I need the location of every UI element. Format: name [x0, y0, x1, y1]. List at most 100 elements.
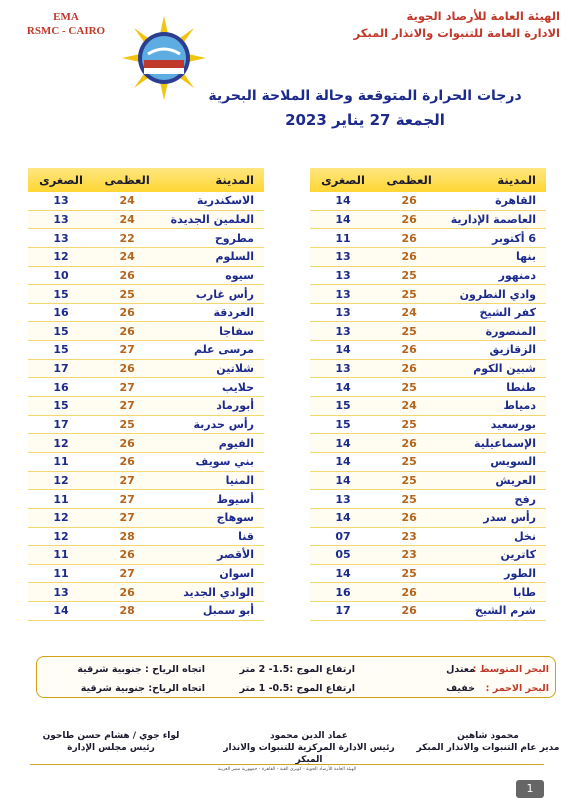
signatory-title: رئيس مجلس الإدارة: [67, 743, 155, 753]
table-row: سفاجا 26 15: [28, 322, 264, 342]
table-row: رفح 25 13: [310, 490, 546, 509]
min-temp-cell: 13: [335, 250, 351, 264]
max-temp-cell: 25: [401, 287, 417, 301]
max-temp-cell: 25: [401, 324, 417, 338]
wind-direction: اتجاه الرياح: جنوبية شرقية: [80, 682, 205, 694]
table-row: الاسكندرية 24 13: [28, 192, 264, 211]
min-temp-cell: 15: [53, 343, 69, 357]
max-temp-cell: 23: [401, 548, 417, 562]
max-temp-cell: 26: [119, 455, 135, 469]
table-row: وادي النطرون 25 13: [310, 285, 546, 304]
table-row: الإسماعيلية 26 14: [310, 434, 546, 453]
city-cell: رفح: [514, 492, 536, 506]
table-row: رأس سدر 26 14: [310, 508, 546, 528]
min-temp-cell: 16: [53, 306, 69, 320]
table-row: الطور 25 14: [310, 565, 546, 584]
max-temp-cell: 25: [401, 380, 417, 394]
city-cell: العاصمة الإدارية: [450, 212, 536, 226]
header-min: الصغرى: [39, 173, 83, 187]
max-temp-cell: 25: [401, 473, 417, 487]
table-row: رأس غارب 25 15: [28, 285, 264, 304]
min-temp-cell: 13: [335, 306, 351, 320]
footer-contact: الهيئة العامة للأرصاد الجوية - كوبري الق…: [30, 764, 544, 782]
table-row: العاصمة الإدارية 26 14: [310, 210, 546, 230]
min-temp-cell: 13: [335, 492, 351, 506]
max-temp-cell: 23: [401, 529, 417, 543]
city-cell: العريش: [495, 473, 536, 487]
city-cell: أبورماد: [216, 399, 254, 413]
signature-chairman: لواء جوي / هشام حسن طاحون رئيس مجلس الإد…: [36, 730, 186, 754]
max-temp-cell: 25: [401, 492, 417, 506]
city-cell: حلايب: [221, 380, 254, 394]
table-row: مرسى علم 27 15: [28, 341, 264, 360]
min-temp-cell: 16: [53, 380, 69, 394]
min-temp-cell: 11: [53, 567, 69, 581]
table-header: المدينة العظمى الصغرى: [310, 168, 546, 192]
min-temp-cell: 13: [53, 231, 69, 245]
max-temp-cell: 27: [119, 380, 135, 394]
max-temp-cell: 25: [401, 268, 417, 282]
city-cell: بني سويف: [195, 455, 254, 469]
min-temp-cell: 05: [335, 548, 351, 562]
min-temp-cell: 16: [335, 585, 351, 599]
max-temp-cell: 24: [119, 250, 135, 264]
city-cell: دمياط: [503, 399, 536, 413]
signatory-name: محمود شاهين: [457, 731, 519, 741]
signatory-title: مدير عام التنبوات والانذار المبكر: [416, 743, 560, 753]
city-cell: كفر الشيخ: [479, 306, 537, 320]
table-row: شرم الشيخ 26 17: [310, 602, 546, 621]
org-line-2: الادارة العامة للتنبوات والانذار المبكر: [353, 26, 560, 40]
city-cell: الوادي الجديد: [183, 585, 254, 599]
org-name-arabic: الهيئة العامة للأرصاد الجوية الادارة الع…: [354, 8, 560, 42]
table-row: أبورماد 27 15: [28, 397, 264, 416]
table-row: الوادي الجديد 26 13: [28, 583, 264, 603]
header-city: المدينة: [215, 173, 254, 187]
city-cell: الأقصر: [217, 548, 254, 562]
max-temp-cell: 26: [401, 231, 417, 245]
city-cell: شبين الكوم: [473, 362, 536, 376]
city-cell: السويس: [490, 455, 536, 469]
wave-height: ارتفاع الموج :0.5- 1 متر: [239, 682, 355, 694]
temperature-table-left: المدينة العظمى الصغرى الاسكندرية 24 13 العل…: [28, 168, 264, 621]
max-temp-cell: 27: [119, 343, 135, 357]
max-temp-cell: 27: [119, 567, 135, 581]
title-main: درجات الحرارة المتوقعة وحالة الملاحة الب…: [208, 88, 522, 104]
max-temp-cell: 26: [401, 194, 417, 208]
max-temp-cell: 27: [119, 511, 135, 525]
header-city: المدينة: [497, 173, 536, 187]
max-temp-cell: 25: [401, 455, 417, 469]
city-cell: الاسكندرية: [196, 194, 254, 208]
table-row: 6 أكتوبر 26 11: [310, 229, 546, 248]
max-temp-cell: 25: [119, 418, 135, 431]
max-temp-cell: 26: [119, 268, 135, 282]
table-row: مطروح 22 13: [28, 229, 264, 248]
min-temp-cell: 15: [335, 399, 351, 413]
city-cell: رأس سدر: [483, 511, 536, 525]
max-temp-cell: 24: [401, 306, 417, 320]
min-temp-cell: 07: [335, 529, 351, 543]
min-temp-cell: 12: [53, 473, 69, 487]
city-cell: طنطا: [506, 380, 536, 394]
min-temp-cell: 12: [53, 436, 69, 450]
table-row: شلاتين 26 17: [28, 359, 264, 379]
table-row: الأقصر 26 11: [28, 546, 264, 565]
city-cell: شرم الشيخ: [474, 604, 536, 618]
city-cell: بنها: [515, 250, 536, 264]
max-temp-cell: 25: [401, 418, 417, 431]
city-cell: أسيوط: [216, 492, 254, 506]
max-temp-cell: 26: [119, 585, 135, 599]
city-cell: رأس غارب: [195, 287, 254, 301]
city-cell: كاترين: [500, 548, 536, 562]
signature-forecast-director: محمود شاهين مدير عام التنبوات والانذار ا…: [408, 730, 568, 754]
max-temp-cell: 24: [119, 194, 135, 208]
max-temp-cell: 26: [401, 604, 417, 618]
min-temp-cell: 11: [53, 548, 69, 562]
city-cell: بورسعيد: [490, 418, 536, 431]
table-row: بني سويف 26 11: [28, 453, 264, 472]
table-row: طابا 26 16: [310, 583, 546, 603]
min-temp-cell: 14: [335, 567, 351, 581]
max-temp-cell: 26: [401, 511, 417, 525]
title-date: الجمعة 27 يناير 2023: [285, 111, 445, 129]
min-temp-cell: 17: [335, 604, 351, 618]
city-cell: المنيا: [225, 473, 254, 487]
